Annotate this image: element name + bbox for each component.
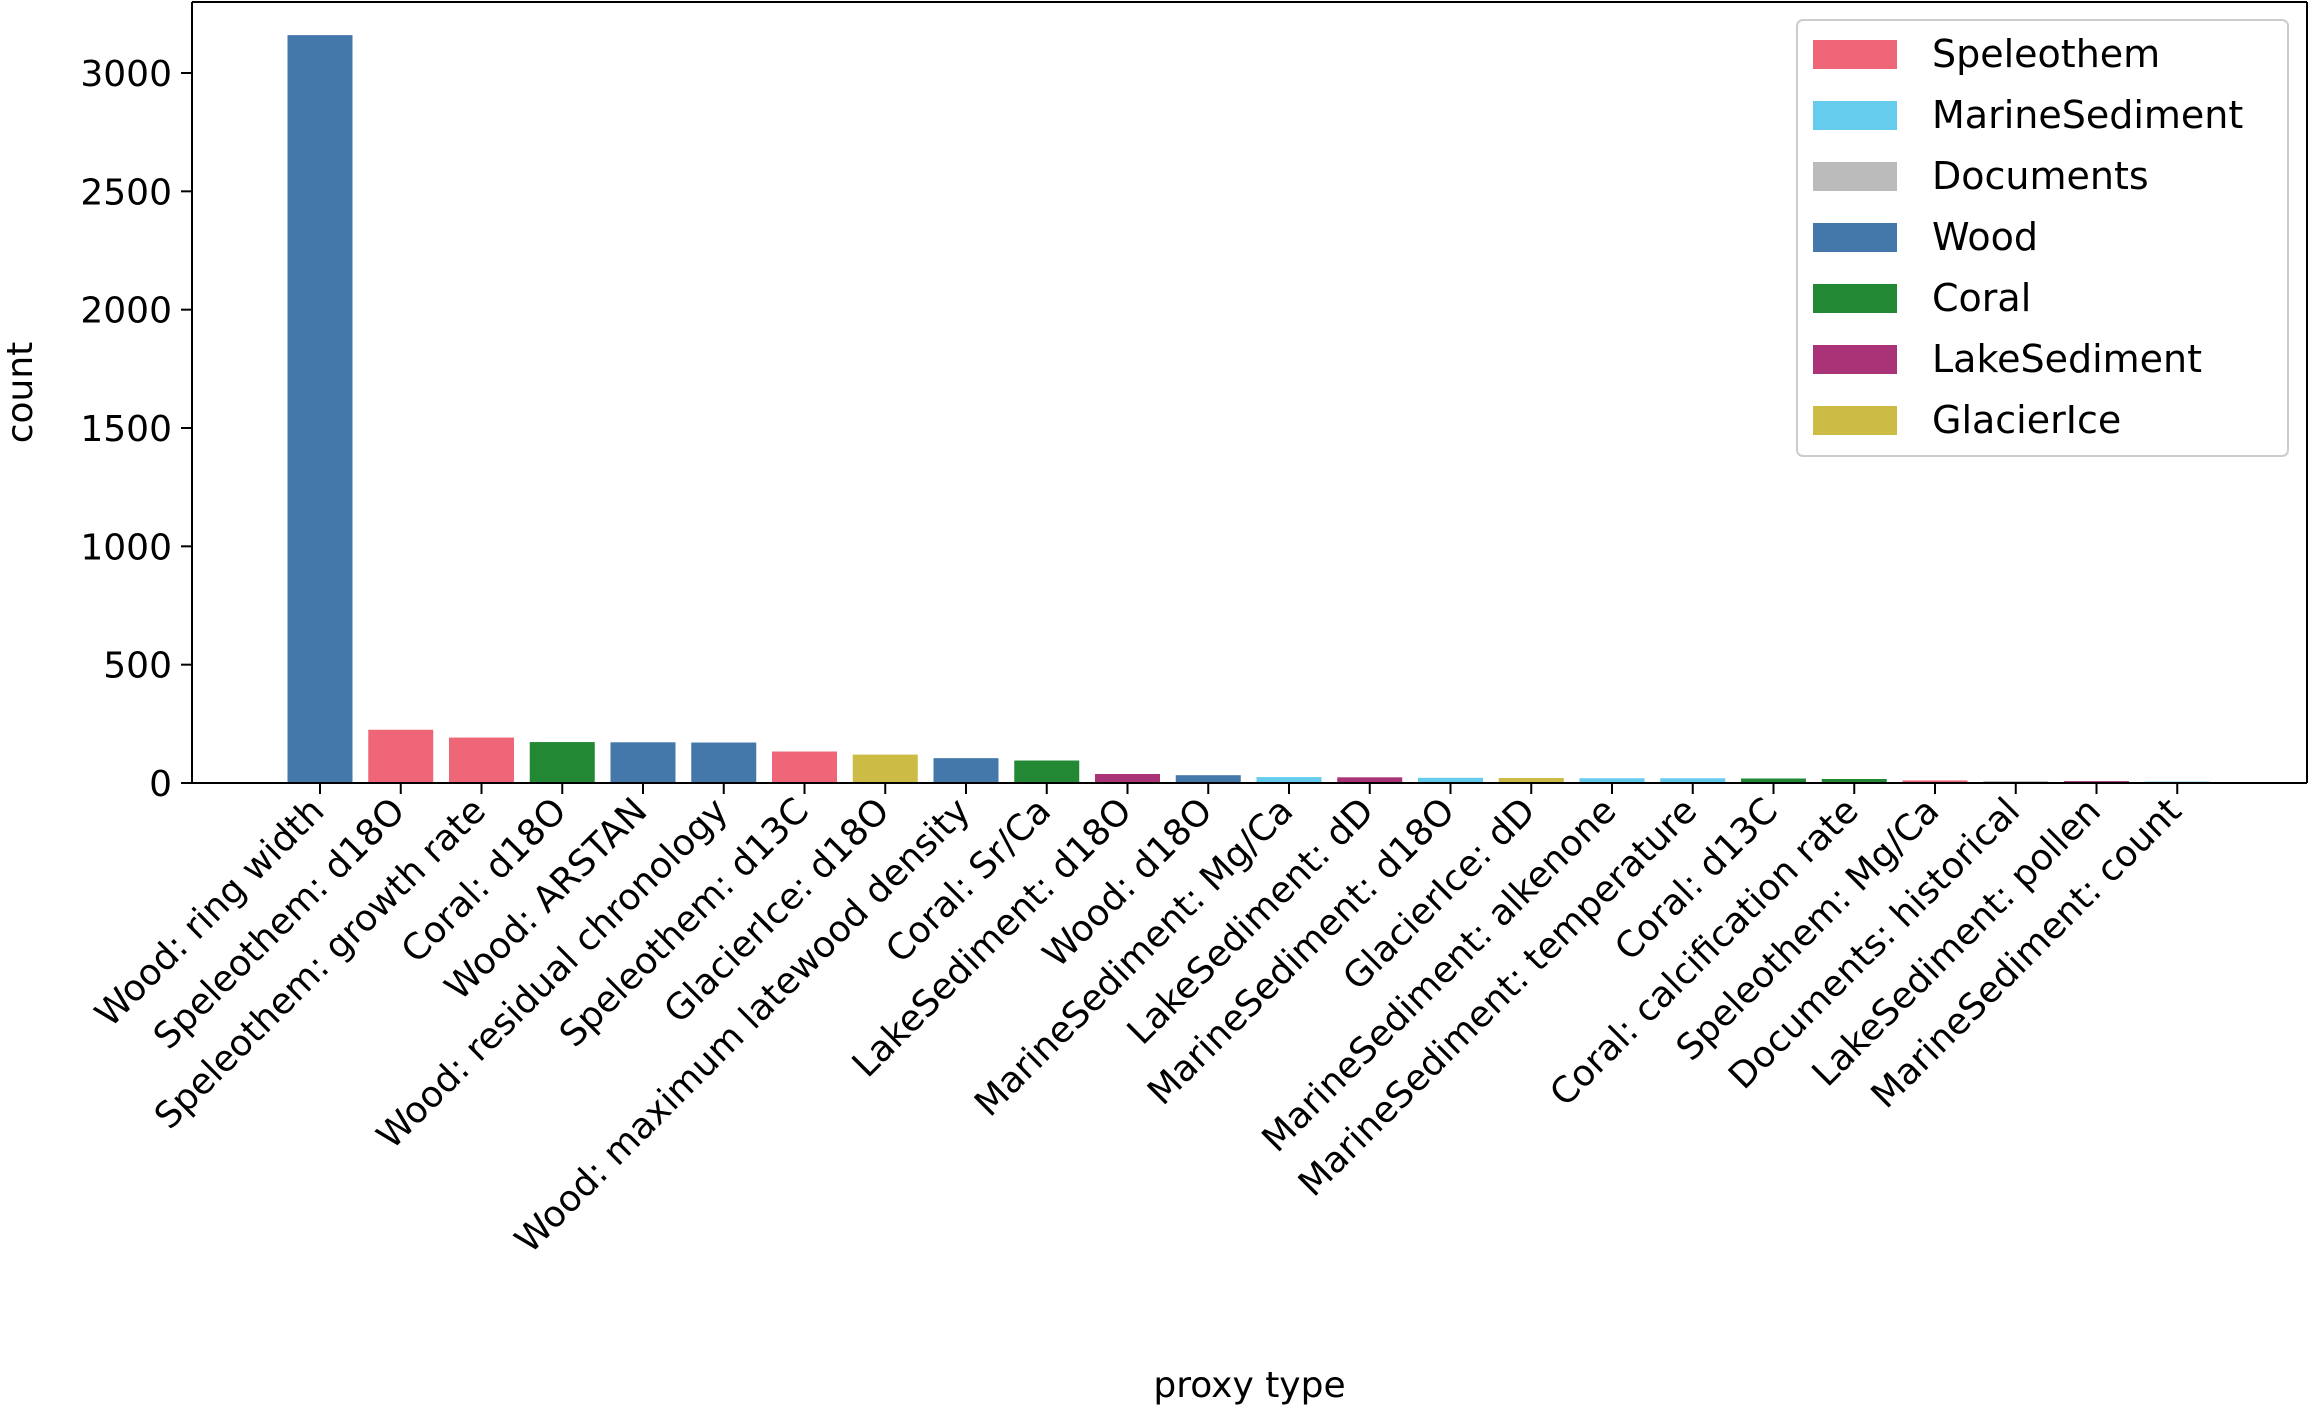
legend-label-speleothem: Speleothem [1932,32,2160,76]
bar-wood-maximum-latewood-density [933,758,999,783]
bar-coral-d18o [529,742,595,783]
bar-coral-calcification-rate [1821,778,1887,783]
bar-speleothem-mg-ca [1902,780,1968,783]
legend-swatch-speleothem [1813,40,1897,69]
bar-lakesediment-d18o [1095,774,1160,783]
y-tick-label: 1500 [80,409,172,450]
legend-label-wood: Wood [1932,215,2038,259]
axes [191,1,2308,784]
legend-swatch-glacierice [1813,406,1897,435]
legend-swatch-wood [1813,223,1897,252]
bar-speleothem-d13c [772,751,837,783]
bar-glacierice-dd [1498,778,1564,783]
legend: Speleothem MarineSediment Documents Wood Cor… [1796,19,2289,457]
legend-swatch-lakesediment [1813,345,1897,374]
legend-label-coral: Coral [1932,276,2031,320]
bar-speleothem-growth-rate [449,737,514,783]
legend-label-glacierice: GlacierIce [1932,398,2121,442]
bar-marinesediment-mg-ca [1256,777,1322,783]
y-tick-label: 3000 [80,54,172,95]
legend-frame [1796,19,2289,457]
legend-swatch-coral [1813,284,1897,313]
y-axis-title: count [0,342,41,444]
y-tick-label: 2000 [80,291,172,332]
bar-speleothem-d18o [368,729,434,783]
legend-swatch-marinesediment [1813,101,1897,130]
bar-marinesediment-alkenone [1579,778,1645,783]
legend-label-documents: Documents [1932,154,2149,198]
bar-lakesediment-dd [1337,777,1403,783]
legend-label-marinesediment: MarineSediment [1932,93,2243,137]
y-tick-label: 1000 [80,527,172,568]
bar-marinesediment-d18o [1418,777,1483,783]
bar-wood-arstan [610,742,676,783]
y-tick-label: 2500 [80,172,172,213]
bar-coral-d13c [1741,778,1806,783]
bar-marinesediment-temperature [1660,778,1726,783]
x-axis-title: proxy type [1153,1365,1345,1406]
bar-wood-ring-width [287,35,353,783]
bar-coral-sr-ca [1014,760,1080,783]
bar-wood-d18o [1175,775,1241,783]
y-ticks: 0 500 1000 1500 2000 2500 3000 [80,54,192,805]
bar-glacierice-d18o [852,754,918,783]
y-tick-label: 0 [149,764,172,805]
y-tick-label: 500 [103,646,172,687]
bar-wood-residual-chronology [691,742,757,783]
bars [287,35,2210,783]
legend-swatch-documents [1813,162,1897,191]
legend-label-lakesediment: LakeSediment [1932,337,2202,381]
